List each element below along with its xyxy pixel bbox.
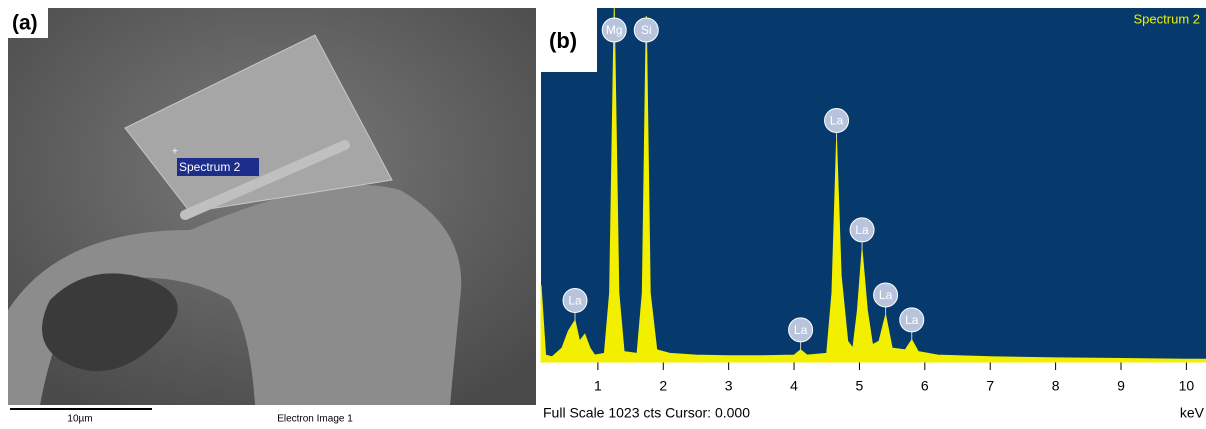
peak-label: La <box>794 323 808 337</box>
peak-marker <box>899 307 925 333</box>
peak-marker <box>562 287 588 313</box>
panel-label: (a) <box>12 12 38 35</box>
peak-label: La <box>879 288 893 302</box>
sem-hole <box>42 273 178 372</box>
x-tick-label: 1 <box>594 378 602 394</box>
panel-b: (b) Spectrum 2 Full Scale 1023 cts Curso… <box>540 7 1206 421</box>
peak-label: La <box>830 114 844 128</box>
peak-label: La <box>568 294 582 308</box>
footer: Full Scale 1023 cts Cursor: 0.000 <box>543 405 750 421</box>
x-tick-label: 7 <box>986 378 994 394</box>
panel-a: (a) + Spectrum 2 10µm Electron Image 1 <box>8 8 536 429</box>
peak-marker <box>633 17 659 43</box>
peak-marker <box>788 317 814 343</box>
x-tick-label: 4 <box>790 378 798 394</box>
peak-label: Si <box>641 23 652 37</box>
x-tick-label: 6 <box>921 378 929 394</box>
peak-marker <box>601 17 627 43</box>
x-tick-label: 5 <box>856 378 864 394</box>
x-tick-label: 3 <box>725 378 733 394</box>
peak-label: La <box>855 223 869 237</box>
spectrum-box <box>177 158 259 176</box>
x-tick-label: 10 <box>1179 378 1195 394</box>
scale-text: 10µm <box>67 414 92 425</box>
caption: Electron Image 1 <box>277 414 353 425</box>
label-box <box>8 8 48 38</box>
x-tick-label: 9 <box>1117 378 1125 394</box>
x-tick-label: 8 <box>1052 378 1060 394</box>
panel-label: (b) <box>549 28 577 53</box>
peak-marker <box>873 282 899 308</box>
sem-feature <box>8 185 462 405</box>
x-unit: keV <box>1180 405 1205 421</box>
peak-label: La <box>905 313 919 327</box>
x-tick-label: 2 <box>659 378 667 394</box>
chart-title: Spectrum 2 <box>1134 11 1200 26</box>
peak-label: Mg <box>606 23 623 37</box>
peak-marker <box>824 108 850 134</box>
spectrum <box>540 7 1206 363</box>
label-box <box>541 8 597 72</box>
peak-marker <box>849 217 875 243</box>
spectrum-label: Spectrum 2 <box>179 160 241 174</box>
crosshair: + <box>172 147 178 158</box>
sem-rod <box>180 140 350 220</box>
